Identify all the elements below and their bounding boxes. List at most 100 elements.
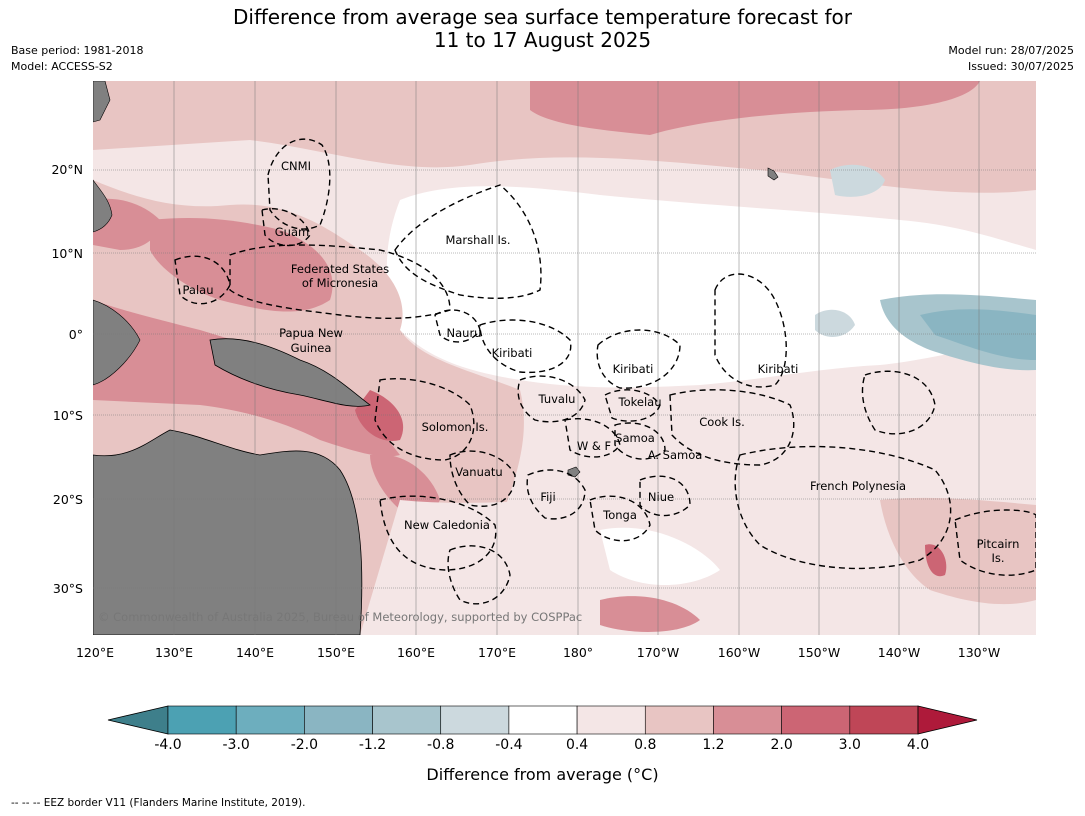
colorbar-tick-label: 0.8 <box>634 737 657 753</box>
anomaly-region-neutral-tropics <box>386 186 1036 388</box>
base-period: Base period: 1981-2018 <box>11 44 144 57</box>
map-title: Difference from average sea surface temp… <box>0 6 1085 52</box>
colorbar-segment <box>235 705 305 735</box>
colorbar-tick-label: -1.2 <box>358 737 387 753</box>
colorbar-segment <box>440 705 510 735</box>
lon-tick-180: 180° <box>563 645 593 660</box>
eez-new-caledonia <box>379 495 497 571</box>
anomaly-region-nw <box>93 98 183 125</box>
lat-tick-20s: 20°S <box>53 492 83 507</box>
label-tuvalu: Tuvalu <box>538 392 576 406</box>
colorbar-tick-label: 3.0 <box>838 737 861 753</box>
eez-norfolk <box>447 545 511 605</box>
eez-kiribati-east <box>714 273 787 388</box>
colorbar-tick-label: 2.0 <box>770 737 793 753</box>
label-kiribati-west: Kiribati <box>492 346 533 360</box>
asia-landmass <box>93 81 111 123</box>
title-line-1: Difference from average sea surface temp… <box>232 5 852 29</box>
colorbar-tick-label: 1.2 <box>702 737 725 753</box>
lon-tick-150e: 150°E <box>317 645 355 660</box>
label-cook-islands: Cook Is. <box>699 415 744 429</box>
label-new-caledonia: New Caledonia <box>404 518 490 532</box>
colorbar-segment <box>167 705 237 735</box>
colorbar-segment <box>781 705 851 735</box>
lon-tick-130w: 130°W <box>958 645 1000 660</box>
label-cnmi: CNMI <box>281 159 311 173</box>
lon-tick-120e: 120°E <box>76 645 114 660</box>
eez-kiribati-central <box>596 329 681 389</box>
title-line-2: 11 to 17 August 2025 <box>433 28 652 52</box>
label-tonga: Tonga <box>602 508 637 522</box>
anomaly-region-cool-east-core <box>920 309 1036 360</box>
label-png-1: Papua New <box>279 326 343 340</box>
colorbar-tick-label: -0.8 <box>427 737 455 753</box>
colorbar-arrow-low <box>107 705 169 735</box>
gridlines <box>93 81 1036 635</box>
eez-niue <box>639 475 691 517</box>
colorbar <box>107 705 978 735</box>
meta-right: Model run: 28/07/2025 Issued: 30/07/2025 <box>948 43 1074 75</box>
eez-palau <box>174 255 231 305</box>
label-french-polynesia: French Polynesia <box>810 479 906 493</box>
lon-tick-170w: 170°W <box>637 645 679 660</box>
eez-tuvalu <box>517 375 586 423</box>
label-palau: Palau <box>183 283 214 297</box>
philippines-landmass <box>93 179 113 233</box>
colorbar-title: Difference from average (°C) <box>426 765 659 784</box>
anomaly-region-south-neutral <box>600 527 720 585</box>
lon-tick-160w: 160°W <box>718 645 760 660</box>
lat-tick-10n: 10°N <box>51 246 83 261</box>
copyright-text: © Commonwealth of Australia 2025, Bureau… <box>98 610 582 624</box>
indonesia-landmass <box>93 299 141 386</box>
lat-tick-10s: 10°S <box>53 408 83 423</box>
eez-vanuatu <box>449 450 516 507</box>
eez-borders <box>174 138 1036 605</box>
eez-wallis-futuna <box>564 418 621 458</box>
colorbar-tick-label: -0.4 <box>495 737 523 753</box>
label-fsm-1: Federated States <box>291 262 389 276</box>
eez-samoa <box>614 422 666 460</box>
lat-tick-labels: 20°N 10°N 0° 10°S 20°S 30°S <box>51 162 83 596</box>
new-guinea-landmass <box>209 338 371 407</box>
lon-tick-140e: 140°E <box>236 645 274 660</box>
anomaly-region-southeast <box>880 497 1036 605</box>
colorbar-tick-label: -3.0 <box>222 737 250 753</box>
colorbar-segment <box>644 705 714 735</box>
lon-tick-170e: 170°E <box>478 645 516 660</box>
footnote-eez: -- -- -- EEZ border V11 (Flanders Marine… <box>11 797 306 809</box>
australia-landmass <box>93 429 363 635</box>
model-name: Model: ACCESS-S2 <box>11 60 113 73</box>
label-fsm-2: of Micronesia <box>302 276 378 290</box>
label-kiribati-east: Kiribati <box>758 362 799 376</box>
eez-nauru <box>434 309 481 343</box>
colorbar-segment <box>372 705 442 735</box>
eez-tonga <box>589 495 651 542</box>
label-american-samoa: A. Samoa <box>648 448 703 462</box>
anomaly-region-north-strong <box>530 81 980 135</box>
lon-tick-labels: 120°E 130°E 140°E 150°E 160°E 170°E 180°… <box>76 645 1000 660</box>
label-pitcairn-2: Is. <box>991 551 1004 565</box>
sst-anomaly-map: CNMI Guam Marshall Is. Federated States … <box>51 81 1036 660</box>
meta-left: Base period: 1981-2018 Model: ACCESS-S2 <box>11 43 143 75</box>
colorbar-segment <box>304 705 373 735</box>
colorbar-segment <box>713 705 782 735</box>
eez-solomon <box>374 378 475 461</box>
lon-tick-150w: 150°W <box>798 645 840 660</box>
model-run: Model run: 28/07/2025 <box>948 44 1074 57</box>
colorbar-tick-label: 0.4 <box>565 737 589 753</box>
colorbar-segment <box>576 705 646 735</box>
label-niue: Niue <box>648 490 674 504</box>
eez-marquesas <box>861 370 936 435</box>
eez-french-polynesia <box>734 445 952 570</box>
eez-tokelau <box>604 389 661 422</box>
anomaly-region-south-spot <box>600 596 700 632</box>
colorbar-tick-label: -4.0 <box>154 737 182 753</box>
lon-tick-160e: 160°E <box>397 645 435 660</box>
lon-tick-130e: 130°E <box>155 645 193 660</box>
lat-tick-0: 0° <box>69 327 83 342</box>
hawaii-landmass <box>767 167 779 181</box>
colorbar-arrow-high <box>917 705 978 735</box>
anomaly-region-cool-north <box>830 164 885 197</box>
colorbar-tick-label: -2.0 <box>290 737 319 753</box>
lon-tick-140w: 140°W <box>878 645 920 660</box>
